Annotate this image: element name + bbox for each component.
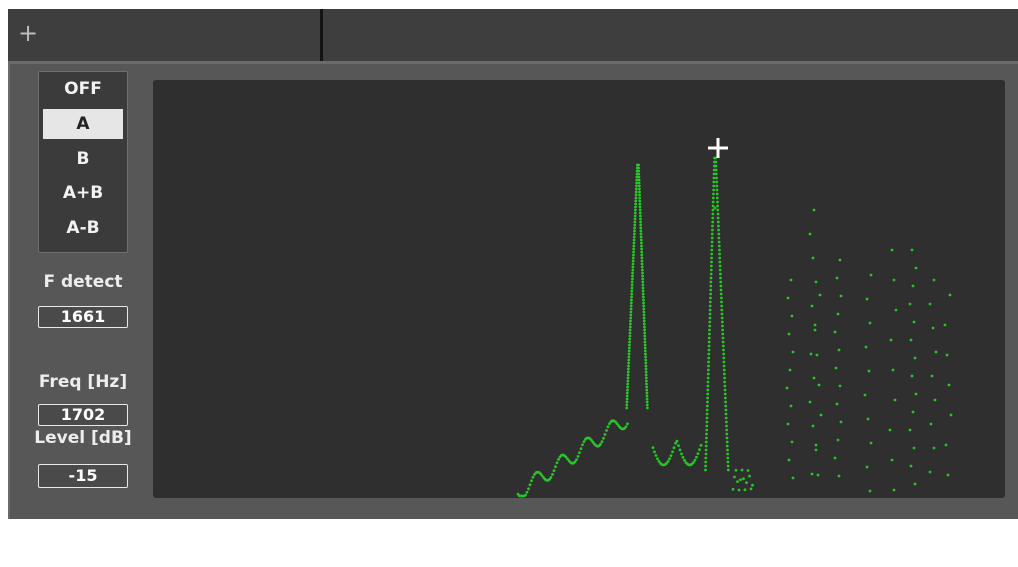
mode-a-minus-b-button[interactable]: A-B — [66, 218, 100, 238]
mode-selector: OFF A B A+B A-B — [38, 71, 128, 253]
mode-a-plus-b-button[interactable]: A+B — [62, 183, 104, 203]
spectrum-plot[interactable] — [153, 80, 1005, 498]
level-label: Level [dB] — [34, 428, 132, 448]
mode-a-button[interactable]: A — [43, 109, 123, 139]
mode-b-button[interactable]: B — [76, 149, 90, 169]
f-detect-label: F detect — [43, 272, 123, 292]
mode-off-button[interactable]: OFF — [64, 79, 102, 99]
spectrum-trace — [516, 156, 953, 498]
freq-label: Freq [Hz] — [38, 372, 128, 392]
toolbar-divider — [320, 9, 323, 61]
freq-value-field[interactable]: 1702 — [38, 404, 128, 426]
f-detect-value: 1661 — [38, 306, 128, 328]
crosshair-cursor-icon — [708, 138, 728, 158]
top-toolbar: + — [8, 9, 1018, 61]
add-icon[interactable]: + — [18, 19, 39, 47]
level-value-field[interactable]: -15 — [38, 464, 128, 488]
